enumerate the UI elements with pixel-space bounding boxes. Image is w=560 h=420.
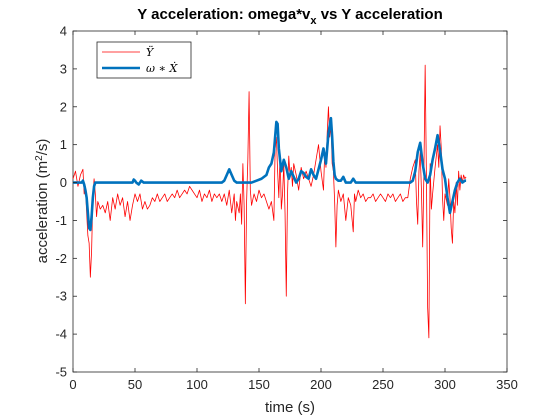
- y-axis-label: acceleration (m2/s): [34, 139, 51, 264]
- y-tick-label: -5: [55, 365, 67, 380]
- x-tick-label: 0: [69, 377, 76, 392]
- series-line-omega-x-dot: [73, 116, 467, 232]
- plot-area: 0 50 100 150 200 250 300 350 -5 -4 -3 -2 -1 0 1 2 3 4: [55, 24, 517, 393]
- axes-box: [72, 30, 508, 373]
- x-tick-label: 350: [496, 377, 518, 392]
- x-tick-label: 100: [186, 377, 208, 392]
- y-tick-label: -3: [55, 289, 67, 304]
- x-tick-label: 300: [434, 377, 456, 392]
- y-tick-label: -4: [55, 327, 67, 342]
- y-tick-label: 3: [60, 61, 67, 76]
- x-tick-label: 200: [310, 377, 332, 392]
- y-tick-label: 4: [60, 24, 67, 39]
- x-tick-label: 50: [128, 377, 142, 392]
- legend-label-y-ddot: Ÿ: [146, 45, 155, 59]
- tick-layer: 0 50 100 150 200 250 300 350 -5 -4 -3 -2 -1 0 1 2 3 4: [55, 24, 517, 393]
- legend: Ÿ ω ∗ Ẋ: [96, 41, 192, 79]
- y-tick-label: -1: [55, 213, 67, 228]
- x-tick-label: 150: [248, 377, 270, 392]
- y-tick-label: 2: [60, 99, 67, 114]
- legend-box: [96, 41, 192, 79]
- y-tick-label: -2: [55, 251, 67, 266]
- legend-label-omega-x-dot: ω ∗ Ẋ: [146, 61, 178, 75]
- x-axis-label: time (s): [265, 399, 315, 416]
- series-layer: [72, 64, 467, 339]
- y-tick-label: 1: [60, 137, 67, 152]
- x-tick-label: 250: [372, 377, 394, 392]
- y-tick-label: 0: [60, 175, 67, 190]
- chart-title: Y acceleration: omega*vx vs Y accelerati…: [137, 6, 442, 27]
- series-line-y-ddot: [72, 64, 467, 339]
